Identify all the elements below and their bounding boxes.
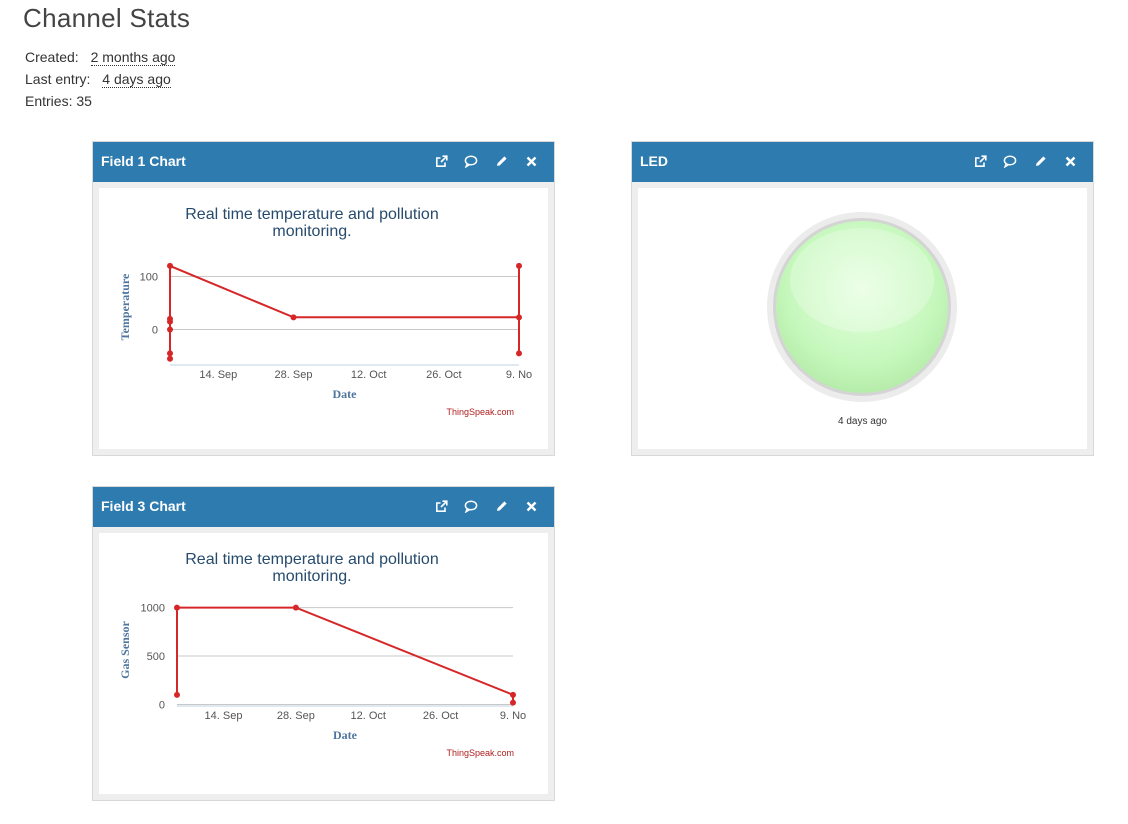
y-tick-label: 0 (159, 700, 165, 712)
pencil-icon[interactable] (492, 498, 510, 514)
temperature-chart: Real time temperature and pollution monit… (118, 206, 532, 417)
data-point[interactable] (510, 699, 516, 706)
led-light (776, 221, 948, 393)
y-axis-title: Gas Sensor (118, 620, 132, 678)
led-area: 4 days ago (638, 188, 1087, 449)
widget-header: LED (632, 142, 1093, 182)
led-indicator (767, 212, 957, 402)
pencil-icon[interactable] (492, 153, 510, 169)
thingspeak-credit-link[interactable]: ThingSpeak.com (446, 748, 514, 758)
data-point[interactable] (516, 262, 522, 269)
led-widget: LED 4 days ago (631, 141, 1094, 456)
data-point[interactable] (516, 350, 522, 357)
data-point[interactable] (167, 326, 173, 333)
entries-label: Entries: (25, 93, 73, 109)
created-value: 2 months ago (90, 49, 176, 66)
x-axis-title: Date (333, 728, 358, 742)
comment-icon[interactable] (462, 498, 480, 514)
last-entry-value: 4 days ago (102, 71, 171, 88)
x-tick-label: 12. Oct (351, 369, 386, 381)
widget-toolbar (432, 153, 540, 169)
chart-title: Real time temperature and pollution monit… (185, 551, 438, 585)
x-tick-label: 14. Sep (205, 710, 243, 722)
x-tick-label: 26. Oct (426, 369, 461, 381)
y-tick-label: 1000 (141, 603, 165, 615)
data-point[interactable] (167, 350, 173, 357)
last-entry-row: Last entry: 4 days ago (25, 68, 175, 90)
data-point[interactable] (174, 691, 180, 698)
x-tick-label: 9. No (500, 710, 526, 722)
widget-header: Field 3 Chart (93, 487, 554, 527)
x-tick-label: 14. Sep (199, 369, 237, 381)
widget-title: LED (640, 153, 668, 169)
data-point[interactable] (290, 314, 297, 321)
series-line (169, 264, 520, 359)
y-axis-title: Temperature (118, 273, 132, 340)
pencil-icon[interactable] (1031, 153, 1049, 169)
created-label: Created: (25, 49, 79, 65)
y-tick-label: 100 (140, 272, 158, 284)
external-link-icon[interactable] (432, 153, 450, 169)
data-point[interactable] (510, 691, 516, 698)
led-highlight (790, 228, 934, 332)
gas-sensor-chart: Real time temperature and pollution monit… (118, 551, 526, 758)
field3-chart-widget: Field 3 Chart Real time temperature and … (92, 486, 555, 801)
entries-row: Entries: 35 (25, 90, 175, 112)
y-tick-label: 500 (147, 651, 165, 663)
x-axis-title: Date (333, 387, 358, 401)
led-caption: 4 days ago (838, 416, 887, 427)
entries-value: 35 (76, 93, 92, 109)
series-line (176, 606, 514, 703)
chart-title: Real time temperature and pollution monit… (185, 206, 438, 240)
thingspeak-credit-link[interactable]: ThingSpeak.com (446, 407, 514, 417)
widget-toolbar (971, 153, 1079, 169)
widget-toolbar (432, 498, 540, 514)
data-point[interactable] (174, 604, 180, 611)
chart-area: Real time temperature and pollution monit… (99, 188, 548, 449)
external-link-icon[interactable] (432, 498, 450, 514)
widget-title: Field 1 Chart (101, 153, 186, 169)
close-icon[interactable] (522, 153, 540, 169)
x-tick-label: 28. Sep (277, 710, 315, 722)
x-tick-label: 12. Oct (351, 710, 386, 722)
x-tick-label: 9. No (506, 369, 532, 381)
comment-icon[interactable] (462, 153, 480, 169)
page-title: Channel Stats (23, 3, 191, 33)
close-icon[interactable] (522, 498, 540, 514)
data-point[interactable] (167, 315, 173, 322)
last-entry-label: Last entry: (25, 71, 91, 87)
widget-title: Field 3 Chart (101, 498, 186, 514)
chart-area: Real time temperature and pollution monit… (99, 533, 548, 794)
data-point[interactable] (516, 314, 522, 321)
y-tick-label: 0 (152, 325, 158, 337)
close-icon[interactable] (1061, 153, 1079, 169)
data-point[interactable] (167, 262, 173, 269)
channel-stats: Created: 2 months ago Last entry: 4 days… (25, 46, 176, 112)
x-tick-label: 28. Sep (275, 369, 313, 381)
x-tick-label: 26. Oct (423, 710, 458, 722)
comment-icon[interactable] (1001, 153, 1019, 169)
data-point[interactable] (167, 355, 173, 362)
widget-header: Field 1 Chart (93, 142, 554, 182)
external-link-icon[interactable] (971, 153, 989, 169)
field1-chart-widget: Field 1 Chart Real time temperature and … (92, 141, 555, 456)
created-row: Created: 2 months ago (25, 46, 176, 68)
data-point[interactable] (292, 604, 299, 611)
